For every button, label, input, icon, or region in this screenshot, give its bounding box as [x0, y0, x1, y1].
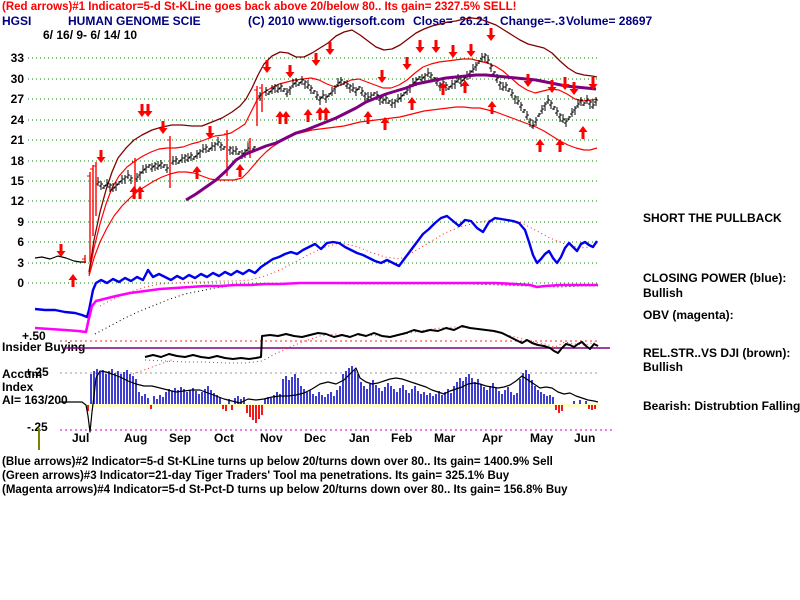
- svg-text:Dec: Dec: [304, 431, 326, 445]
- svg-text:Mar: Mar: [434, 431, 456, 445]
- obv-line: [34, 281, 598, 334]
- label-ai-ratio: AI= 163/200: [2, 393, 68, 407]
- signal-arrows: [56, 28, 598, 287]
- legend-green-arrows: (Green arrows)#3 Indicator=21-day Tiger …: [2, 470, 510, 482]
- label-minus25: -.25: [27, 420, 48, 434]
- price-gridlines: [28, 57, 600, 284]
- price-intro-line: [34, 255, 86, 263]
- svg-text:Aug: Aug: [124, 431, 147, 445]
- change-value: Change=-.3: [500, 14, 566, 28]
- panel-rules: [38, 340, 612, 450]
- svg-text:6: 6: [17, 235, 24, 249]
- note-short-pullback: SHORT THE PULLBACK: [643, 211, 782, 225]
- svg-text:Jul: Jul: [72, 431, 89, 445]
- copyright-text: (C) 2010 www.tigersoft.com: [248, 14, 405, 28]
- price-bands: [88, 17, 598, 277]
- svg-text:3: 3: [17, 256, 24, 270]
- label-plus25: +.25: [25, 365, 49, 379]
- accum-index-line: [60, 367, 599, 433]
- note-bearish: Bearish: Distrubtion Falling.: [643, 399, 800, 413]
- candlestick-series: [96, 53, 598, 192]
- svg-text:30: 30: [11, 72, 25, 86]
- label-insider: Insider Buying: [2, 340, 86, 354]
- cp-black-dotted-trend: [94, 282, 598, 335]
- svg-text:18: 18: [11, 154, 25, 168]
- month-axis-labels: Jul Aug Sep Oct Nov Dec Jan Feb Mar Apr May Jun: [72, 431, 595, 445]
- note-obv: OBV (magenta):: [643, 308, 734, 322]
- closing-power-state: Bullish: [643, 286, 684, 300]
- date-range: 6/ 16/ 9- 6/ 14/ 10: [43, 28, 138, 42]
- rel-str-dotted-trend: [144, 326, 596, 364]
- company-name: HUMAN GENOME SCIE: [68, 14, 201, 28]
- purple-moving-average: [185, 73, 597, 202]
- accum-red-dotted: [132, 358, 175, 375]
- legend-blue-arrows: (Blue arrows)#2 Indicator=5-d St-KLine t…: [2, 456, 553, 468]
- ticker-symbol: HGSI: [2, 14, 32, 28]
- svg-text:12: 12: [11, 194, 25, 208]
- close-value: Close= 26.21: [413, 14, 490, 28]
- cp-red-dotted-trend: [99, 218, 599, 307]
- red-signal-bars: [82, 84, 263, 263]
- legend-magenta-arrows: (Magenta arrows)#4 Indicator=5-d St-Pct-…: [2, 484, 568, 496]
- svg-text:Jan: Jan: [349, 431, 370, 445]
- svg-text:15: 15: [11, 174, 25, 188]
- signal-headline: (Red arrows)#1 Indicator=5-d St-KLine go…: [2, 1, 517, 13]
- svg-text:9: 9: [17, 215, 24, 229]
- closing-power-line: [34, 214, 598, 319]
- svg-text:24: 24: [11, 113, 25, 127]
- note-closing-power: CLOSING POWER (blue):: [643, 271, 787, 285]
- note-rel-str: REL.STR..VS DJI (brown):: [643, 346, 791, 360]
- label-accum: Accum: [2, 367, 43, 381]
- label-index: Index: [2, 380, 34, 394]
- svg-text:Oct: Oct: [214, 431, 234, 445]
- svg-text:0: 0: [17, 276, 24, 290]
- svg-text:Apr: Apr: [482, 431, 503, 445]
- volume-value: Volume= 28697: [566, 14, 653, 28]
- svg-text:May: May: [530, 431, 554, 445]
- rel-str-line: [144, 325, 599, 360]
- svg-text:27: 27: [11, 92, 25, 106]
- svg-text:Nov: Nov: [260, 431, 283, 445]
- svg-text:Feb: Feb: [391, 431, 412, 445]
- svg-text:21: 21: [11, 133, 25, 147]
- svg-text:Sep: Sep: [169, 431, 191, 445]
- accum-index-bars: [87, 366, 596, 423]
- svg-text:Jun: Jun: [574, 431, 595, 445]
- rel-str-state: Bullish: [643, 360, 684, 374]
- svg-text:33: 33: [11, 51, 25, 65]
